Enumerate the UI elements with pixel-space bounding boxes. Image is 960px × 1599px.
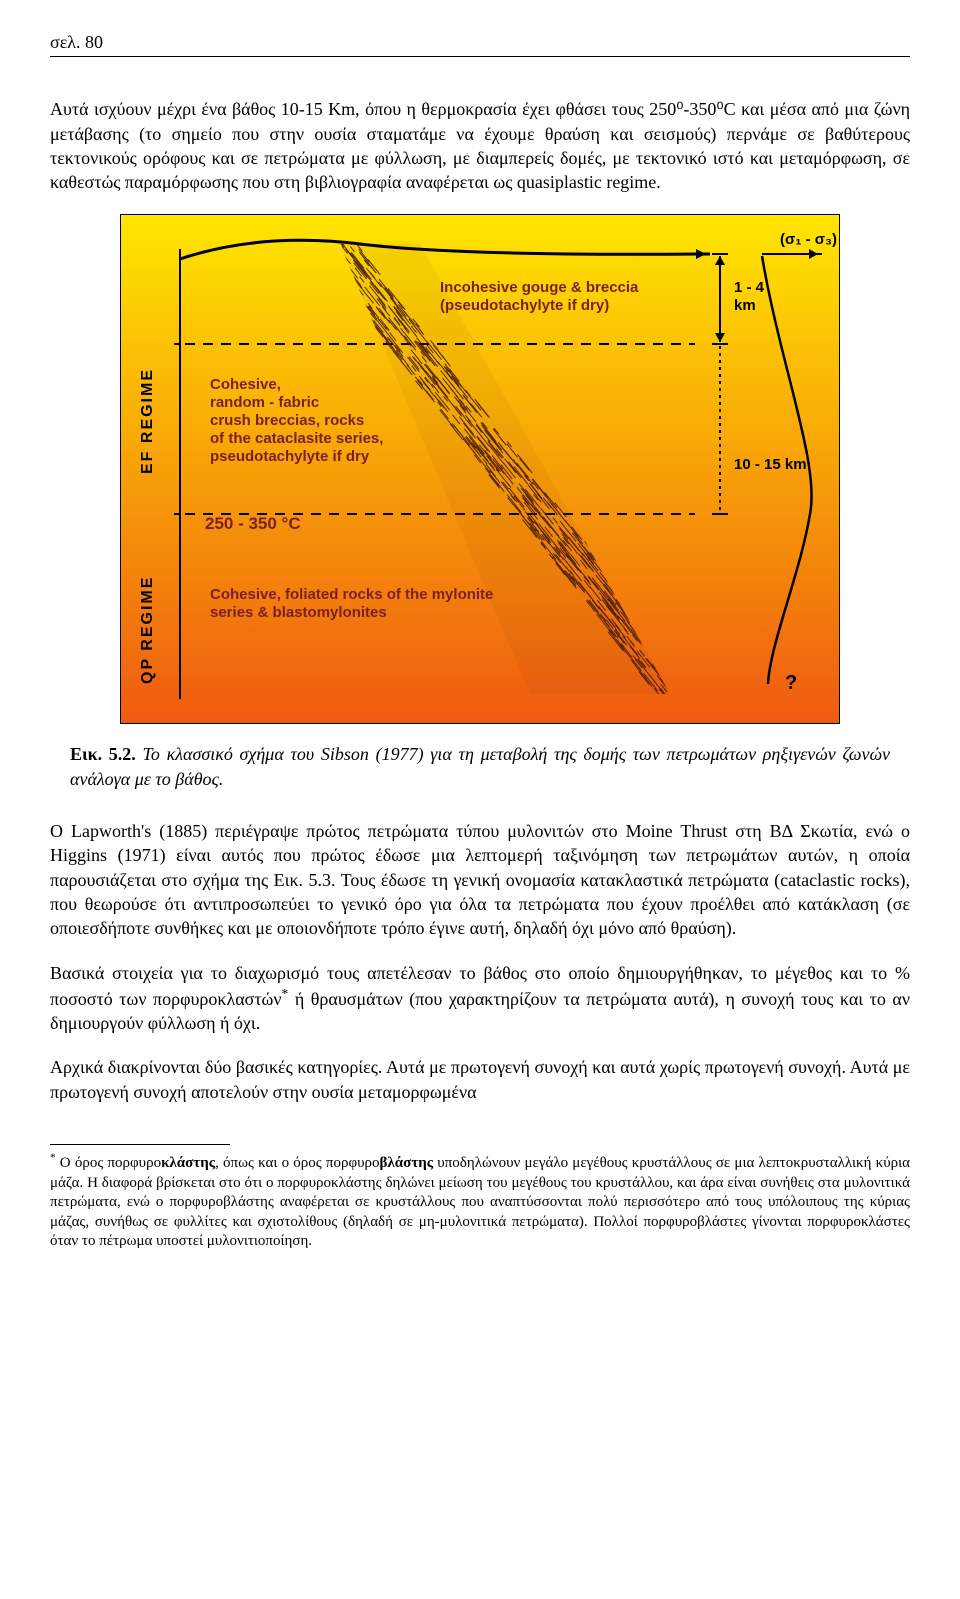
paragraph-3: Βασικά στοιχεία για το διαχωρισμό τους α… [50,961,910,1036]
svg-text:250 - 350 °C: 250 - 350 °C [205,514,301,533]
page-number: σελ. 80 [50,32,103,52]
fn-t1: Ο όρος πορφυρο [56,1155,161,1171]
svg-text:?: ? [785,672,797,694]
svg-text:EF REGIME: EF REGIME [139,368,156,474]
page-header: σελ. 80 [50,30,910,57]
svg-text:QP REGIME: QP REGIME [139,576,156,684]
paragraph-4: Αρχικά διακρίνονται δύο βασικές κατηγορί… [50,1055,910,1104]
intro-paragraph: Αυτά ισχύουν μέχρι ένα βάθος 10-15 Km, ό… [50,97,910,194]
footnote-rule [50,1144,230,1145]
fn-b1: κλάστης [161,1155,215,1171]
svg-text:(σ₁ - σ₃): (σ₁ - σ₃) [780,231,837,248]
paragraph-2: Ο Lapworth's (1885) περιέγραψε πρώτος πε… [50,819,910,940]
svg-text:Incohesive gouge & breccia(pse: Incohesive gouge & breccia(pseudotachyly… [440,279,639,314]
svg-text:10 - 15 km: 10 - 15 km [734,456,807,473]
figure-caption-text: Το κλασσικό σχήμα του Sibson (1977) για … [70,744,890,788]
figure-caption: Εικ. 5.2. Το κλασσικό σχήμα του Sibson (… [70,742,890,791]
fn-t2: , όπως και ο όρος πορφυρο [215,1155,379,1171]
fn-b2: βλάστης [380,1155,434,1171]
footnote: * Ο όρος πορφυροκλάστης, όπως και ο όρος… [50,1151,910,1252]
sibson-diagram-svg: Incohesive gouge & breccia(pseudotachyly… [120,214,840,724]
figure-caption-lead: Εικ. 5.2. [70,744,136,764]
figure-5-2: Incohesive gouge & breccia(pseudotachyly… [50,214,910,724]
